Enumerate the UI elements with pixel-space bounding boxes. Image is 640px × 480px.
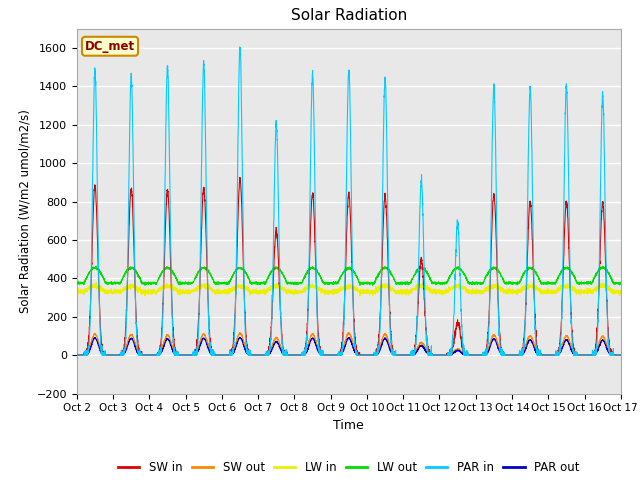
SW in [236, 175, 244, 180]
SW in [616, 352, 624, 358]
SW in [329, 352, 337, 358]
PAR out [471, 352, 479, 358]
SW out [328, 352, 336, 358]
Legend: SW in, SW out, LW in, LW out, PAR in, PAR out: SW in, SW out, LW in, LW out, PAR in, PA… [113, 456, 584, 479]
LW out [171, 273, 179, 279]
PAR in [617, 352, 625, 358]
SW out [471, 352, 479, 358]
Line: LW in: LW in [77, 282, 621, 296]
LW out [502, 280, 509, 286]
LW out [617, 280, 625, 286]
LW out [441, 281, 449, 287]
Line: PAR out: PAR out [77, 337, 621, 355]
PAR out [441, 352, 449, 358]
X-axis label: Time: Time [333, 419, 364, 432]
PAR in [502, 352, 509, 358]
PAR out [502, 352, 509, 358]
Y-axis label: Solar Radiation (W/m2 umol/m2/s): Solar Radiation (W/m2 umol/m2/s) [18, 109, 31, 313]
PAR out [73, 352, 81, 358]
LW in [502, 288, 509, 294]
SW out [616, 352, 624, 358]
Title: Solar Radiation: Solar Radiation [291, 9, 407, 24]
SW out [502, 352, 509, 358]
SW out [617, 352, 625, 358]
PAR in [471, 352, 479, 358]
LW in [171, 287, 179, 292]
LW in [141, 293, 149, 299]
Line: LW out: LW out [77, 266, 621, 285]
SW out [345, 330, 353, 336]
PAR in [616, 352, 624, 358]
LW in [471, 289, 479, 295]
Line: SW out: SW out [77, 333, 621, 355]
LW out [93, 263, 100, 269]
LW out [73, 280, 81, 286]
LW in [73, 289, 81, 295]
SW in [171, 346, 179, 351]
LW out [329, 279, 337, 285]
PAR in [329, 352, 337, 358]
LW in [616, 290, 624, 296]
PAR out [329, 352, 337, 358]
SW in [471, 352, 479, 358]
SW in [502, 352, 509, 358]
SW out [441, 352, 449, 358]
LW in [617, 288, 625, 293]
SW in [441, 352, 449, 358]
PAR out [171, 351, 179, 357]
LW in [329, 288, 337, 293]
LW out [141, 282, 149, 288]
Line: PAR in: PAR in [77, 47, 621, 355]
PAR out [617, 352, 625, 358]
SW in [617, 352, 625, 358]
Text: DC_met: DC_met [85, 40, 135, 53]
PAR in [236, 44, 243, 50]
SW out [73, 352, 81, 358]
SW out [171, 349, 179, 355]
PAR out [236, 335, 244, 340]
PAR in [441, 352, 449, 358]
LW in [93, 279, 100, 285]
SW in [73, 352, 81, 358]
PAR out [616, 352, 624, 358]
LW in [441, 290, 449, 296]
PAR in [171, 351, 179, 357]
LW out [616, 281, 624, 287]
Line: SW in: SW in [77, 178, 621, 355]
LW out [471, 281, 479, 287]
PAR in [73, 352, 81, 358]
